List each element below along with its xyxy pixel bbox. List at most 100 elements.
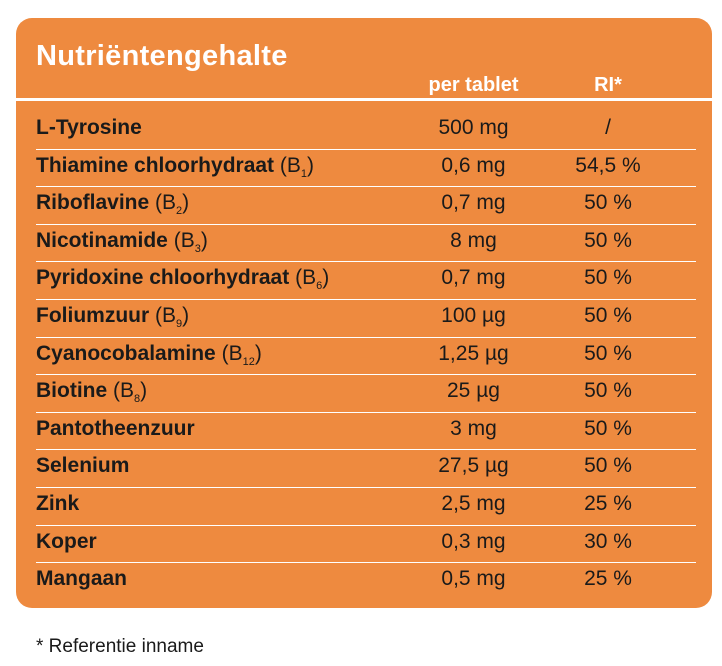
nutrient-name-cell: Zink [36, 492, 79, 516]
ri-cell: 50 % [584, 303, 632, 327]
row-divider [36, 486, 696, 488]
nutrient-table-panel: Nutriëntengehalte per tablet RI* L-Tyros… [16, 18, 712, 608]
row-divider [36, 223, 696, 225]
vitamin-subscript: 9 [176, 318, 183, 331]
table-row: Koper 0,3 mg 30 % [16, 526, 712, 564]
ri-cell: 54,5 % [575, 153, 641, 177]
nutrient-name: Biotine [36, 379, 108, 403]
vitamin-subscript: 8 [134, 393, 141, 406]
vitamin-close: ) [200, 228, 208, 252]
table-row: Pyridoxine chloorhydraat (B6) 0,7 mg 50 … [16, 262, 712, 300]
amount-cell: 2,5 mg [441, 491, 506, 515]
row-divider [36, 411, 696, 413]
nutrient-name: Nicotinamide [36, 228, 168, 252]
table-row: Biotine (B8) 25 µg 50 % [16, 375, 712, 413]
nutrient-name-cell: Mangaan [36, 567, 127, 591]
nutrient-name-cell: Koper [36, 530, 97, 554]
amount-cell: 0,3 mg [441, 529, 506, 553]
table-row: Zink 2,5 mg 25 % [16, 488, 712, 526]
nutrient-name: Pantotheenzuur [36, 416, 195, 440]
ri-cell: 50 % [584, 266, 632, 290]
ri-cell: / [605, 116, 611, 139]
nutrient-name-cell: Riboflavine (B2) [36, 191, 189, 217]
vitamin-close: ) [322, 266, 330, 290]
vitamin-subscript: 12 [242, 355, 255, 368]
column-header-ri: RI* [594, 74, 622, 96]
row-divider [36, 524, 696, 526]
nutrient-name: Pyridoxine chloorhydraat [36, 266, 290, 290]
nutrient-name: Foliumzuur [36, 303, 150, 327]
vitamin-code: (B [221, 341, 243, 365]
table-title: Nutriëntengehalte [36, 40, 288, 72]
nutrient-name: Cyanocobalamine [36, 341, 216, 365]
amount-cell: 100 µg [441, 303, 506, 327]
amount-cell: 3 mg [450, 416, 497, 440]
nutrient-name-cell: Pantotheenzuur [36, 417, 195, 441]
row-divider [36, 298, 696, 300]
ri-cell: 25 % [584, 567, 632, 591]
nutrient-name-cell: Foliumzuur (B9) [36, 304, 189, 330]
nutrient-name: Riboflavine [36, 191, 150, 215]
nutrient-name-cell: Pyridoxine chloorhydraat (B6) [36, 266, 329, 292]
nutrient-name: Zink [36, 491, 80, 515]
ri-cell: 50 % [584, 191, 632, 215]
nutrient-name: L-Tyrosine [36, 116, 142, 139]
vitamin-code: (B [113, 379, 135, 403]
vitamin-code: (B [173, 228, 195, 252]
nutrient-name-cell: Biotine (B8) [36, 379, 147, 405]
table-row: Pantotheenzuur 3 mg 50 % [16, 413, 712, 451]
nutrient-name: Koper [36, 529, 97, 553]
table-row: Nicotinamide (B3) 8 mg 50 % [16, 225, 712, 263]
vitamin-code: (B [279, 153, 301, 177]
nutrient-name: Thiamine chloorhydraat [36, 153, 275, 177]
amount-cell: 0,7 mg [441, 266, 506, 290]
table-row: Foliumzuur (B9) 100 µg 50 % [16, 300, 712, 338]
vitamin-code: (B [295, 266, 317, 290]
amount-cell: 8 mg [450, 228, 497, 252]
amount-cell: 1,25 µg [438, 341, 509, 365]
ri-cell: 30 % [584, 529, 632, 553]
header-divider [16, 98, 712, 101]
amount-cell: 0,6 mg [441, 153, 506, 177]
nutrient-name-cell: L-Tyrosine [36, 116, 142, 140]
row-divider [36, 562, 696, 564]
nutrient-name-cell: Nicotinamide (B3) [36, 229, 208, 255]
vitamin-code: (B [155, 303, 176, 327]
ri-cell: 50 % [584, 379, 632, 403]
table-body: L-Tyrosine 500 mg / Thiamine chloorhydra… [16, 112, 712, 601]
nutrient-name-cell: Selenium [36, 454, 129, 478]
row-divider [36, 148, 696, 150]
column-header-per-tablet: per tablet [428, 74, 519, 96]
vitamin-close: ) [182, 191, 190, 215]
vitamin-close: ) [254, 341, 262, 365]
vitamin-subscript: 1 [300, 167, 308, 180]
row-divider [36, 186, 696, 188]
footnote: * Referentie inname [36, 636, 204, 657]
vitamin-subscript: 6 [316, 280, 323, 293]
vitamin-close: ) [182, 303, 190, 327]
vitamin-subscript: 2 [176, 205, 183, 218]
row-divider [36, 261, 696, 263]
amount-cell: 27,5 µg [438, 454, 509, 478]
vitamin-subscript: 3 [194, 242, 201, 255]
nutrient-name-cell: Thiamine chloorhydraat (B1) [36, 154, 314, 180]
ri-cell: 50 % [584, 341, 632, 365]
row-divider [36, 336, 696, 338]
table-row: L-Tyrosine 500 mg / [16, 112, 712, 150]
table-row: Selenium 27,5 µg 50 % [16, 450, 712, 488]
table-row: Thiamine chloorhydraat (B1) 0,6 mg 54,5 … [16, 150, 712, 188]
nutrient-name-cell: Cyanocobalamine (B12) [36, 342, 262, 368]
table-row: Riboflavine (B2) 0,7 mg 50 % [16, 187, 712, 225]
vitamin-close: ) [140, 379, 148, 403]
vitamin-close: ) [307, 153, 315, 177]
ri-cell: 50 % [584, 228, 632, 252]
nutrient-name: Selenium [36, 454, 130, 478]
table-row: Mangaan 0,5 mg 25 % [16, 563, 712, 601]
row-divider [36, 374, 696, 376]
vitamin-code: (B [155, 191, 177, 215]
amount-cell: 25 µg [447, 379, 500, 403]
row-divider [36, 449, 696, 451]
ri-cell: 50 % [584, 454, 632, 478]
nutrient-name: Mangaan [36, 567, 128, 591]
